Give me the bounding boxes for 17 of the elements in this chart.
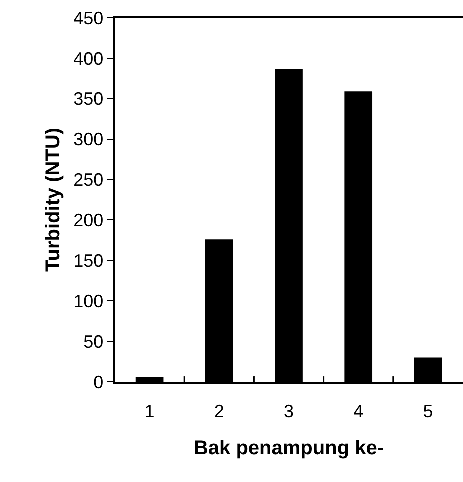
x-axis-title: Bak penampung ke-	[194, 437, 384, 460]
x-tick-label: 5	[423, 401, 434, 422]
y-tick-label: 150	[74, 250, 104, 271]
x-tick-label: 3	[284, 401, 294, 422]
y-tick-label: 100	[74, 291, 104, 312]
x-tick-label: 2	[214, 401, 224, 422]
y-tick-label: 50	[84, 332, 104, 352]
y-tick-label: 250	[74, 170, 104, 190]
x-tick-label: 4	[354, 401, 364, 422]
y-tick-label: 200	[74, 210, 104, 231]
y-axis-title: Turbidity (NTU)	[42, 128, 65, 272]
x-tick-label: 1	[144, 401, 155, 422]
y-tick-label: 0	[94, 372, 104, 392]
y-tick-label: 450	[74, 8, 104, 28]
y-tick-label: 350	[74, 89, 104, 110]
y-tick-label: 400	[74, 48, 104, 69]
y-tick-label: 300	[74, 130, 104, 150]
